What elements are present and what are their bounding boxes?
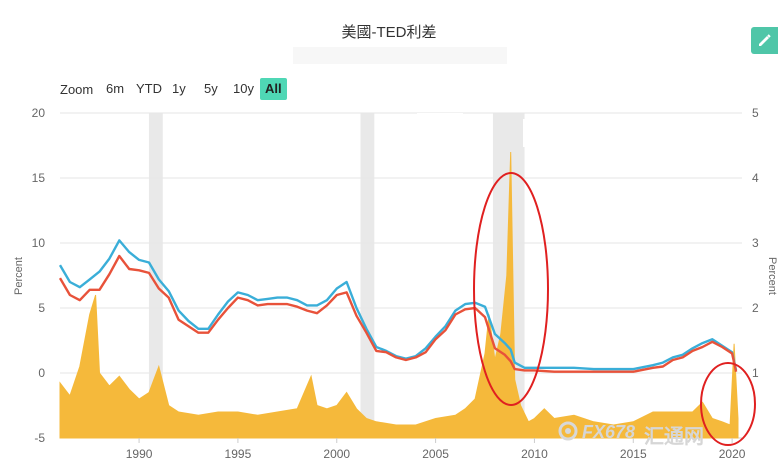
watermark-brand: FX678 bbox=[582, 422, 636, 442]
highlight-circle-2020 bbox=[700, 362, 756, 446]
highlight-circle-2008 bbox=[473, 172, 549, 406]
redaction-mask-0 bbox=[417, 113, 463, 158]
x-tick-label: 1990 bbox=[126, 447, 153, 461]
zoom-1y-button[interactable]: 1y bbox=[172, 81, 186, 96]
subtitle-redaction bbox=[293, 47, 507, 64]
axis-ticks: -5 0 5 10 15 20 1 2 3 4 5 1990 1995 2000 2005 2010 2015 2… bbox=[32, 106, 759, 461]
recession-bands bbox=[148, 113, 525, 438]
edit-button[interactable] bbox=[751, 27, 778, 54]
recession-band-1 bbox=[360, 113, 375, 438]
y2-tick-label: 2 bbox=[752, 301, 759, 315]
x-tick-label: 2015 bbox=[620, 447, 647, 461]
zoom-10y-button[interactable]: 10y bbox=[233, 81, 254, 96]
zoom-6m-button[interactable]: 6m bbox=[106, 81, 125, 96]
x-tick-label: 1995 bbox=[225, 447, 252, 461]
rate-line-series bbox=[58, 239, 738, 373]
y-axis-title: Percent bbox=[13, 257, 25, 295]
x-tick-label: 2000 bbox=[323, 447, 350, 461]
zoom-5y-button[interactable]: 5y bbox=[204, 81, 218, 96]
y-tick-label: 20 bbox=[32, 106, 46, 120]
pencil-icon bbox=[759, 34, 771, 46]
y2-axis-title: Percent bbox=[766, 257, 778, 295]
y2-tick-label: 4 bbox=[752, 171, 759, 185]
y-tick-label: 5 bbox=[38, 301, 45, 315]
y-tick-label: -5 bbox=[34, 431, 45, 445]
redaction-mask-2 bbox=[530, 147, 550, 157]
y-tick-label: 15 bbox=[32, 171, 46, 185]
y2-tick-label: 1 bbox=[752, 366, 759, 380]
x-tick-label: 2020 bbox=[719, 447, 746, 461]
zoom-all-button[interactable]: All bbox=[260, 78, 287, 100]
spread-area-series bbox=[59, 151, 739, 439]
x-tick-label: 2005 bbox=[422, 447, 449, 461]
zoom-ytd-button[interactable]: YTD bbox=[136, 81, 162, 96]
zoom-label: Zoom bbox=[60, 82, 94, 97]
y-tick-label: 10 bbox=[32, 236, 46, 250]
red-rate-line bbox=[58, 254, 738, 373]
redaction-mask-1 bbox=[523, 119, 718, 147]
watermark-cn: 汇通网 bbox=[644, 426, 704, 448]
y2-tick-label: 3 bbox=[752, 236, 759, 250]
redaction-masks bbox=[417, 113, 718, 158]
chart-title: 美國-TED利差 bbox=[341, 24, 437, 41]
blue-rate-line bbox=[58, 239, 738, 371]
fx678-logo-icon bbox=[558, 421, 578, 441]
y-tick-label: 0 bbox=[38, 366, 45, 380]
spread-area bbox=[59, 151, 739, 439]
y2-tick-label: 5 bbox=[752, 106, 759, 120]
x-tick-label: 2010 bbox=[521, 447, 548, 461]
